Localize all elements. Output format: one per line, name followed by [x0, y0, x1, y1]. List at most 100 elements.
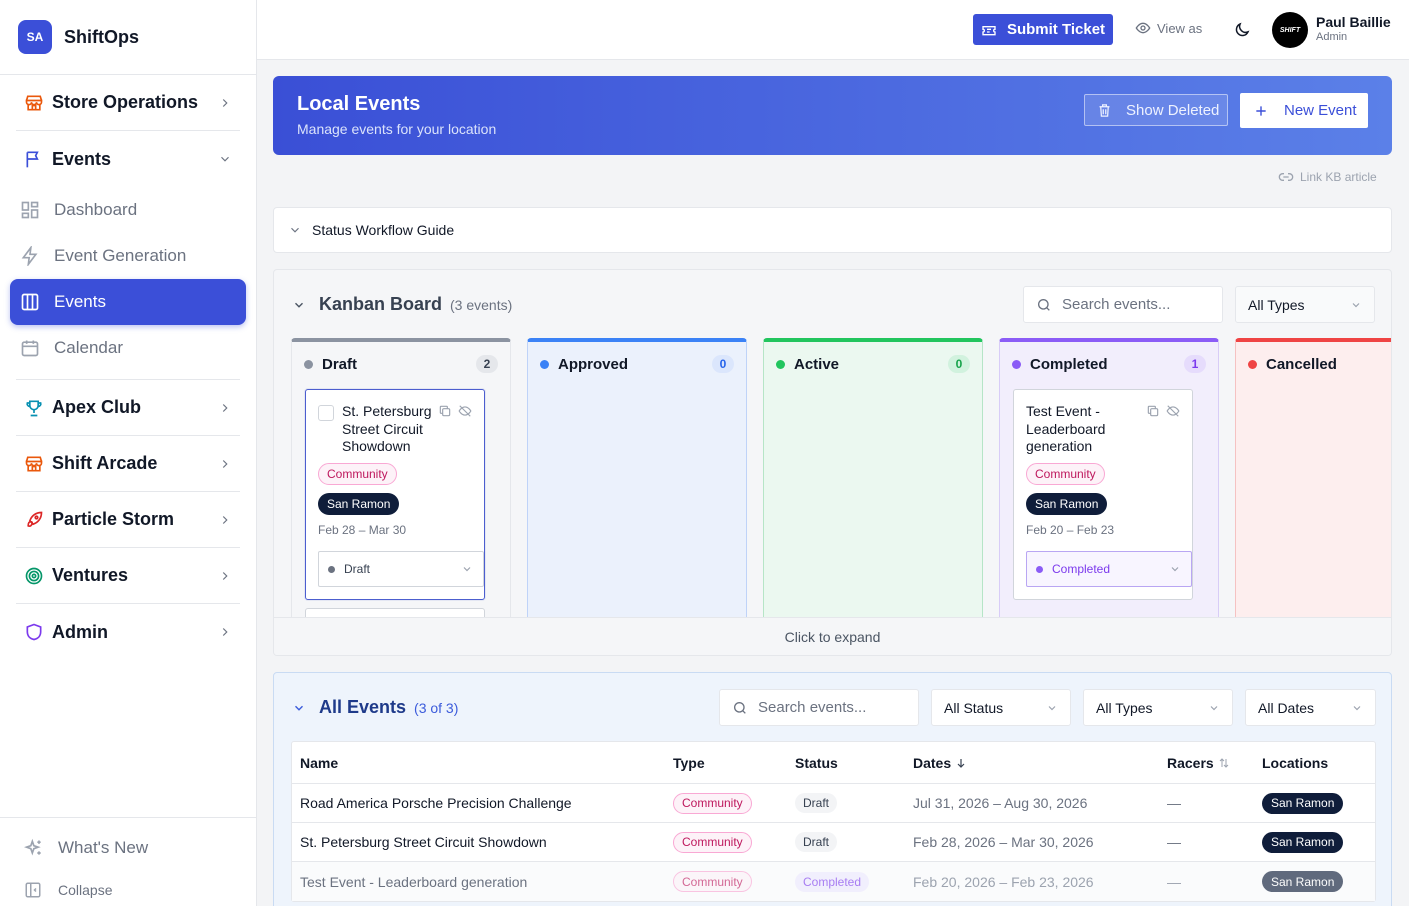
page-header-banner: Local Events Manage events for your loca…	[273, 76, 1392, 155]
sidebar-item-event-generation[interactable]: Event Generation	[10, 233, 246, 279]
column-header-locations: Locations	[1262, 754, 1329, 771]
copy-icon[interactable]	[1146, 404, 1160, 418]
brand-name: ShiftOps	[64, 26, 139, 47]
status-dot	[540, 359, 549, 369]
eye-off-icon[interactable]	[1166, 404, 1180, 418]
sidebar: SA ShiftOps Store Operations Events Dash…	[0, 0, 257, 906]
type-badge: Community	[673, 831, 752, 853]
column-header-racers[interactable]: Racers	[1167, 742, 1230, 783]
chevron-down-icon	[1048, 705, 1056, 710]
kanban-search-input[interactable]: Search events...	[1023, 286, 1223, 323]
show-deleted-button[interactable]: Show Deleted	[1084, 94, 1228, 126]
table-row[interactable]: Road America Porsche Precision Challenge…	[292, 784, 1375, 823]
eye-off-icon[interactable]	[458, 404, 472, 418]
chevron-down-icon	[295, 302, 303, 308]
sidebar-item-events[interactable]: Events	[10, 279, 246, 325]
event-card[interactable]: St. Petersburg Street Circuit Showdown C…	[305, 389, 485, 600]
search-icon	[1038, 298, 1050, 311]
events-search-placeholder: Search events...	[758, 699, 867, 716]
brand[interactable]: SA ShiftOps	[0, 0, 256, 75]
view-as-button[interactable]: View as	[1135, 20, 1202, 36]
event-card[interactable]	[305, 608, 485, 618]
bolt-icon	[21, 246, 38, 266]
sidebar-item-dashboard[interactable]: Dashboard	[10, 187, 246, 233]
whats-new-button[interactable]: What's New	[24, 832, 240, 864]
dashboard-icon	[21, 201, 39, 219]
kanban-board: Kanban Board (3 events) Search events...…	[273, 269, 1392, 656]
copy-icon[interactable]	[438, 404, 452, 418]
submit-ticket-button[interactable]: Submit Ticket	[973, 14, 1113, 45]
moon-icon[interactable]	[1233, 21, 1251, 39]
type-filter[interactable]: All Types	[1083, 689, 1233, 726]
column-count: 0	[712, 355, 734, 373]
card-actions	[1146, 404, 1180, 418]
sort-desc-icon	[957, 758, 965, 768]
link-kb-article[interactable]: Link KB article	[1278, 169, 1377, 185]
column-header-type[interactable]: Type	[673, 754, 705, 771]
status-badge: Completed	[795, 871, 870, 892]
status-workflow-guide[interactable]: Status Workflow Guide	[273, 207, 1392, 253]
status-badge: Draft	[795, 832, 838, 852]
status-dot	[1012, 359, 1021, 369]
sidebar-section-particle-storm[interactable]: Particle Storm	[16, 492, 240, 548]
all-events-header[interactable]: All Events (3 of 3)	[292, 697, 458, 718]
calendar-icon	[21, 340, 39, 357]
card-status-select[interactable]: Completed	[1026, 551, 1192, 587]
sidebar-section-store-operations[interactable]: Store Operations	[16, 75, 240, 131]
date-filter[interactable]: All Dates	[1245, 689, 1376, 726]
sidebar-section-shift-arcade[interactable]: Shift Arcade	[16, 436, 240, 492]
sidebar-section-admin[interactable]: Admin	[16, 604, 240, 660]
table-header-row: Name Type Status Dates Racers Locations	[292, 742, 1375, 784]
collapse-sidebar-button[interactable]: Collapse	[24, 874, 240, 906]
card-dates: Feb 20 – Feb 23	[1026, 523, 1115, 537]
chevron-down-icon	[221, 156, 229, 162]
column-header-dates-label: Dates	[913, 754, 952, 771]
kanban-column-draft: Draft 2 St. Petersburg Street Circuit Sh…	[291, 338, 511, 618]
column-header-dates[interactable]: Dates	[913, 742, 967, 783]
event-card[interactable]: Test Event - Leaderboard generation Comm…	[1013, 389, 1193, 600]
sidebar-section-ventures[interactable]: Ventures	[16, 548, 240, 604]
column-header: Approved 0	[528, 342, 746, 386]
avatar[interactable]: SHIFT	[1272, 12, 1308, 48]
kanban-type-filter[interactable]: All Types	[1235, 286, 1375, 323]
rocket-icon	[27, 511, 43, 527]
location-badge: San Ramon	[1262, 792, 1344, 814]
column-name: Active	[794, 355, 840, 373]
trophy-icon	[26, 400, 42, 416]
sidebar-item-calendar[interactable]: Calendar	[10, 325, 246, 371]
table-row[interactable]: St. Petersburg Street Circuit Showdown C…	[292, 823, 1375, 862]
sidebar-item-label: Calendar	[54, 338, 123, 357]
new-event-button[interactable]: New Event	[1240, 93, 1368, 128]
collapse-label: Collapse	[58, 882, 113, 898]
location-badge: San Ramon	[1262, 871, 1344, 892]
type-badge: Community	[673, 871, 752, 892]
event-racers: —	[1167, 873, 1181, 890]
sidebar-footer: What's New Collapse	[0, 817, 256, 906]
chevron-down-icon	[295, 705, 303, 711]
ticket-icon	[982, 25, 996, 35]
column-count: 1	[1184, 355, 1206, 373]
table-row[interactable]: Test Event - Leaderboard generation Comm…	[292, 862, 1375, 901]
column-header-status[interactable]: Status	[795, 754, 838, 771]
location-badge: San Ramon	[318, 493, 400, 515]
type-badge: Community	[318, 463, 397, 485]
column-name: Draft	[322, 355, 358, 373]
click-to-expand[interactable]: Click to expand	[274, 617, 1391, 655]
sidebar-section-label: Events	[52, 148, 112, 169]
status-filter[interactable]: All Status	[931, 689, 1071, 726]
card-checkbox[interactable]	[318, 405, 334, 421]
sidebar-section-apex-club[interactable]: Apex Club	[16, 380, 240, 436]
store-icon	[25, 456, 43, 471]
shield-icon	[26, 623, 42, 641]
kanban-header[interactable]: Kanban Board (3 events)	[292, 294, 512, 315]
events-search-input[interactable]: Search events...	[719, 689, 919, 726]
card-status-select[interactable]: Draft	[318, 551, 484, 587]
column-header-name[interactable]: Name	[300, 754, 339, 771]
card-dates: Feb 28 – Mar 30	[318, 523, 407, 537]
brand-logo: SA	[18, 20, 52, 54]
sidebar-section-events[interactable]: Events	[16, 131, 240, 187]
store-icon	[25, 95, 43, 110]
status-dot	[304, 359, 313, 369]
flag-icon	[26, 151, 39, 168]
kanban-column-approved: Approved 0	[527, 338, 747, 618]
